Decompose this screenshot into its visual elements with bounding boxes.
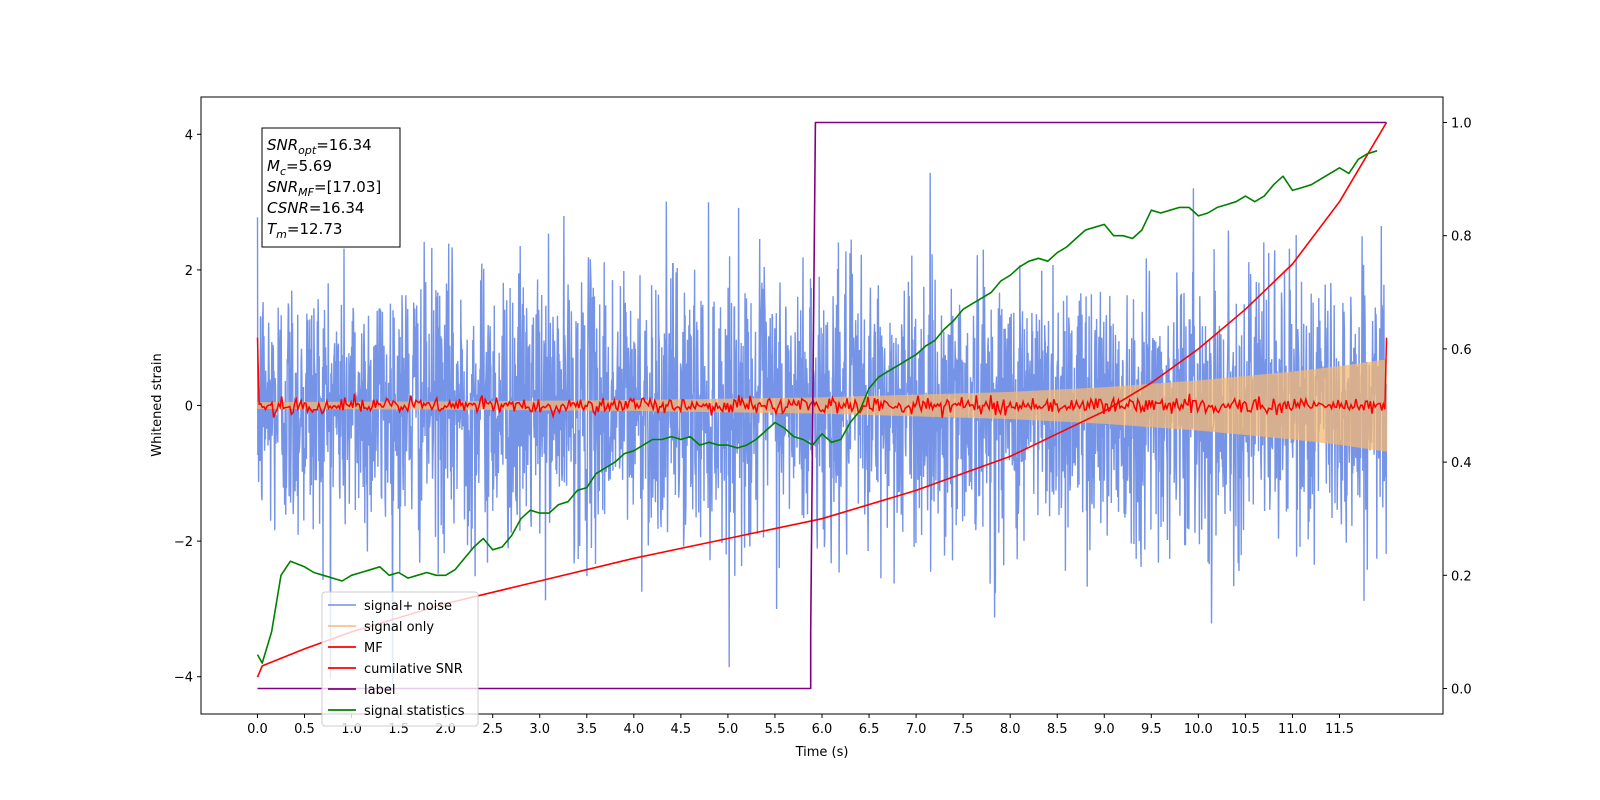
- x-tick-label: 5.5: [765, 722, 786, 737]
- series-label-line: [257, 121, 1387, 690]
- series-mf-line: [256, 337, 1388, 420]
- annotation-line: Mc=5.69: [267, 157, 332, 178]
- y-tick-label: −2: [174, 535, 193, 550]
- annotation-frame: [261, 127, 401, 248]
- x-tick-label: 9.5: [1141, 722, 1162, 737]
- x-tick-label: 11.5: [1325, 722, 1354, 737]
- y-tick-label: −4: [174, 671, 193, 686]
- legend-label-signal-only: signal only: [364, 620, 434, 635]
- x-tick-label: 4.5: [671, 722, 692, 737]
- series-signal-only-line: [256, 359, 1388, 452]
- y-tick-label: 2: [185, 264, 193, 279]
- axes-layer: 0.0 0.5 1.0 1.5 2.0 2.5 3.0 3.5 4.0 4.5 5.0 5.5 6.0 6…: [174, 116, 1472, 737]
- x-tick-label: 7.5: [953, 722, 974, 737]
- stats-annotation-box: SNRopt=16.34Mc=5.69SNRMF=[17.03]CSNR=16.…: [261, 127, 401, 248]
- x-tick-label: 3.5: [576, 722, 597, 737]
- y2-tick-label: 0.0: [1451, 683, 1472, 698]
- x-tick-label: 7.0: [906, 722, 927, 737]
- y2-tick-label: 1.0: [1451, 116, 1472, 131]
- annotation-line: SNRopt=16.34: [267, 136, 372, 157]
- y-axis-label: Whitened strain: [150, 353, 165, 456]
- x-tick-label: 6.5: [859, 722, 880, 737]
- y2-tick-label: 0.4: [1451, 456, 1472, 471]
- x-tick-label: 10.0: [1184, 722, 1213, 737]
- annotation-line: Tm=12.73: [267, 220, 342, 241]
- x-tick-label: 11.0: [1278, 722, 1307, 737]
- series-signal-statistics-line: [256, 150, 1378, 664]
- legend: signal+ noise signal only MF cumilative SNR…: [321, 591, 479, 727]
- y2-tick-label: 0.2: [1451, 569, 1472, 584]
- y-tick-label: 4: [185, 128, 193, 143]
- legend-frame: [321, 591, 479, 727]
- legend-label-mf: MF: [364, 641, 383, 656]
- x-tick-label: 8.0: [1000, 722, 1021, 737]
- x-axis-label: Time (s): [795, 745, 849, 760]
- x-tick-label: 3.0: [529, 722, 550, 737]
- x-tick-label: 0.0: [247, 722, 268, 737]
- x-tick-label: 10.5: [1231, 722, 1260, 737]
- x-tick-label: 4.0: [623, 722, 644, 737]
- legend-label-cumilative-snr: cumilative SNR: [364, 662, 463, 677]
- x-tick-label: 8.5: [1047, 722, 1068, 737]
- legend-label-label: label: [364, 683, 395, 698]
- annotation-line: CSNR=16.34: [267, 199, 364, 217]
- annotation-line: SNRMF=[17.03]: [267, 178, 381, 199]
- x-tick-label: 2.5: [482, 722, 503, 737]
- x-tick-label: 9.0: [1094, 722, 1115, 737]
- legend-label-signal-noise: signal+ noise: [364, 599, 452, 614]
- x-tick-label: 5.0: [718, 722, 739, 737]
- y2-tick-label: 0.8: [1451, 230, 1472, 245]
- y-tick-label: 0: [185, 400, 193, 415]
- x-tick-label: 0.5: [294, 722, 315, 737]
- y2-tick-label: 0.6: [1451, 343, 1472, 358]
- x-tick-label: 6.0: [812, 722, 833, 737]
- legend-label-signal-statistics: signal statistics: [364, 704, 465, 719]
